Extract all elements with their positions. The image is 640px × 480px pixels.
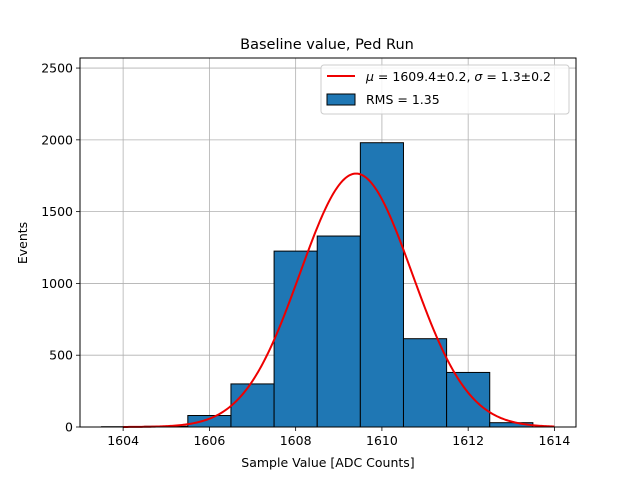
x-tick-label: 1604 bbox=[107, 433, 139, 448]
legend-box bbox=[320, 64, 570, 115]
legend-hist-swatch bbox=[326, 93, 356, 106]
y-tick-label: 2000 bbox=[41, 132, 73, 147]
x-tick-label: 1606 bbox=[193, 433, 225, 448]
y-tick-label: 1000 bbox=[41, 276, 73, 291]
gaussian-fit-curve bbox=[123, 172, 555, 428]
y-axis-ticks: 0 500 1000 1500 2000 2500 bbox=[41, 61, 80, 435]
histogram-bar bbox=[359, 142, 404, 428]
histogram-bar bbox=[230, 383, 275, 428]
legend-sigma-symbol: σ bbox=[474, 69, 483, 84]
histogram-bar bbox=[316, 235, 361, 428]
legend: μ = 1609.4±0.2, σ = 1.3±0.2 RMS = 1.35 bbox=[320, 64, 570, 115]
x-tick-label: 1608 bbox=[280, 433, 312, 448]
x-tick-label: 1612 bbox=[452, 433, 484, 448]
histogram-bar bbox=[446, 371, 491, 428]
x-axis-label: Sample Value [ADC Counts] bbox=[241, 455, 414, 470]
legend-mu-value: = 1609.4±0.2, bbox=[374, 69, 474, 84]
x-axis-ticks: 1604 1606 1608 1610 1612 1614 bbox=[107, 427, 570, 448]
legend-sigma-value: = 1.3±0.2 bbox=[482, 69, 551, 84]
legend-mu-symbol: μ bbox=[365, 69, 374, 84]
y-tick-label: 1500 bbox=[41, 204, 73, 219]
legend-hist-label: RMS = 1.35 bbox=[366, 92, 440, 107]
y-tick-label: 0 bbox=[65, 420, 73, 435]
histogram-bar bbox=[402, 338, 448, 428]
x-tick-label: 1610 bbox=[366, 433, 398, 448]
y-tick-label: 500 bbox=[49, 348, 73, 363]
y-tick-label: 2500 bbox=[41, 61, 73, 76]
plot-frame bbox=[79, 57, 577, 428]
legend-fit-label: μ = 1609.4±0.2, σ = 1.3±0.2 bbox=[365, 69, 551, 84]
histogram-bars bbox=[101, 142, 534, 428]
histogram-bar bbox=[273, 250, 318, 428]
chart-title: Baseline value, Ped Run bbox=[240, 37, 414, 53]
histogram-bar bbox=[187, 415, 232, 428]
y-axis-label: Events bbox=[15, 222, 30, 264]
x-tick-label: 1614 bbox=[539, 433, 571, 448]
